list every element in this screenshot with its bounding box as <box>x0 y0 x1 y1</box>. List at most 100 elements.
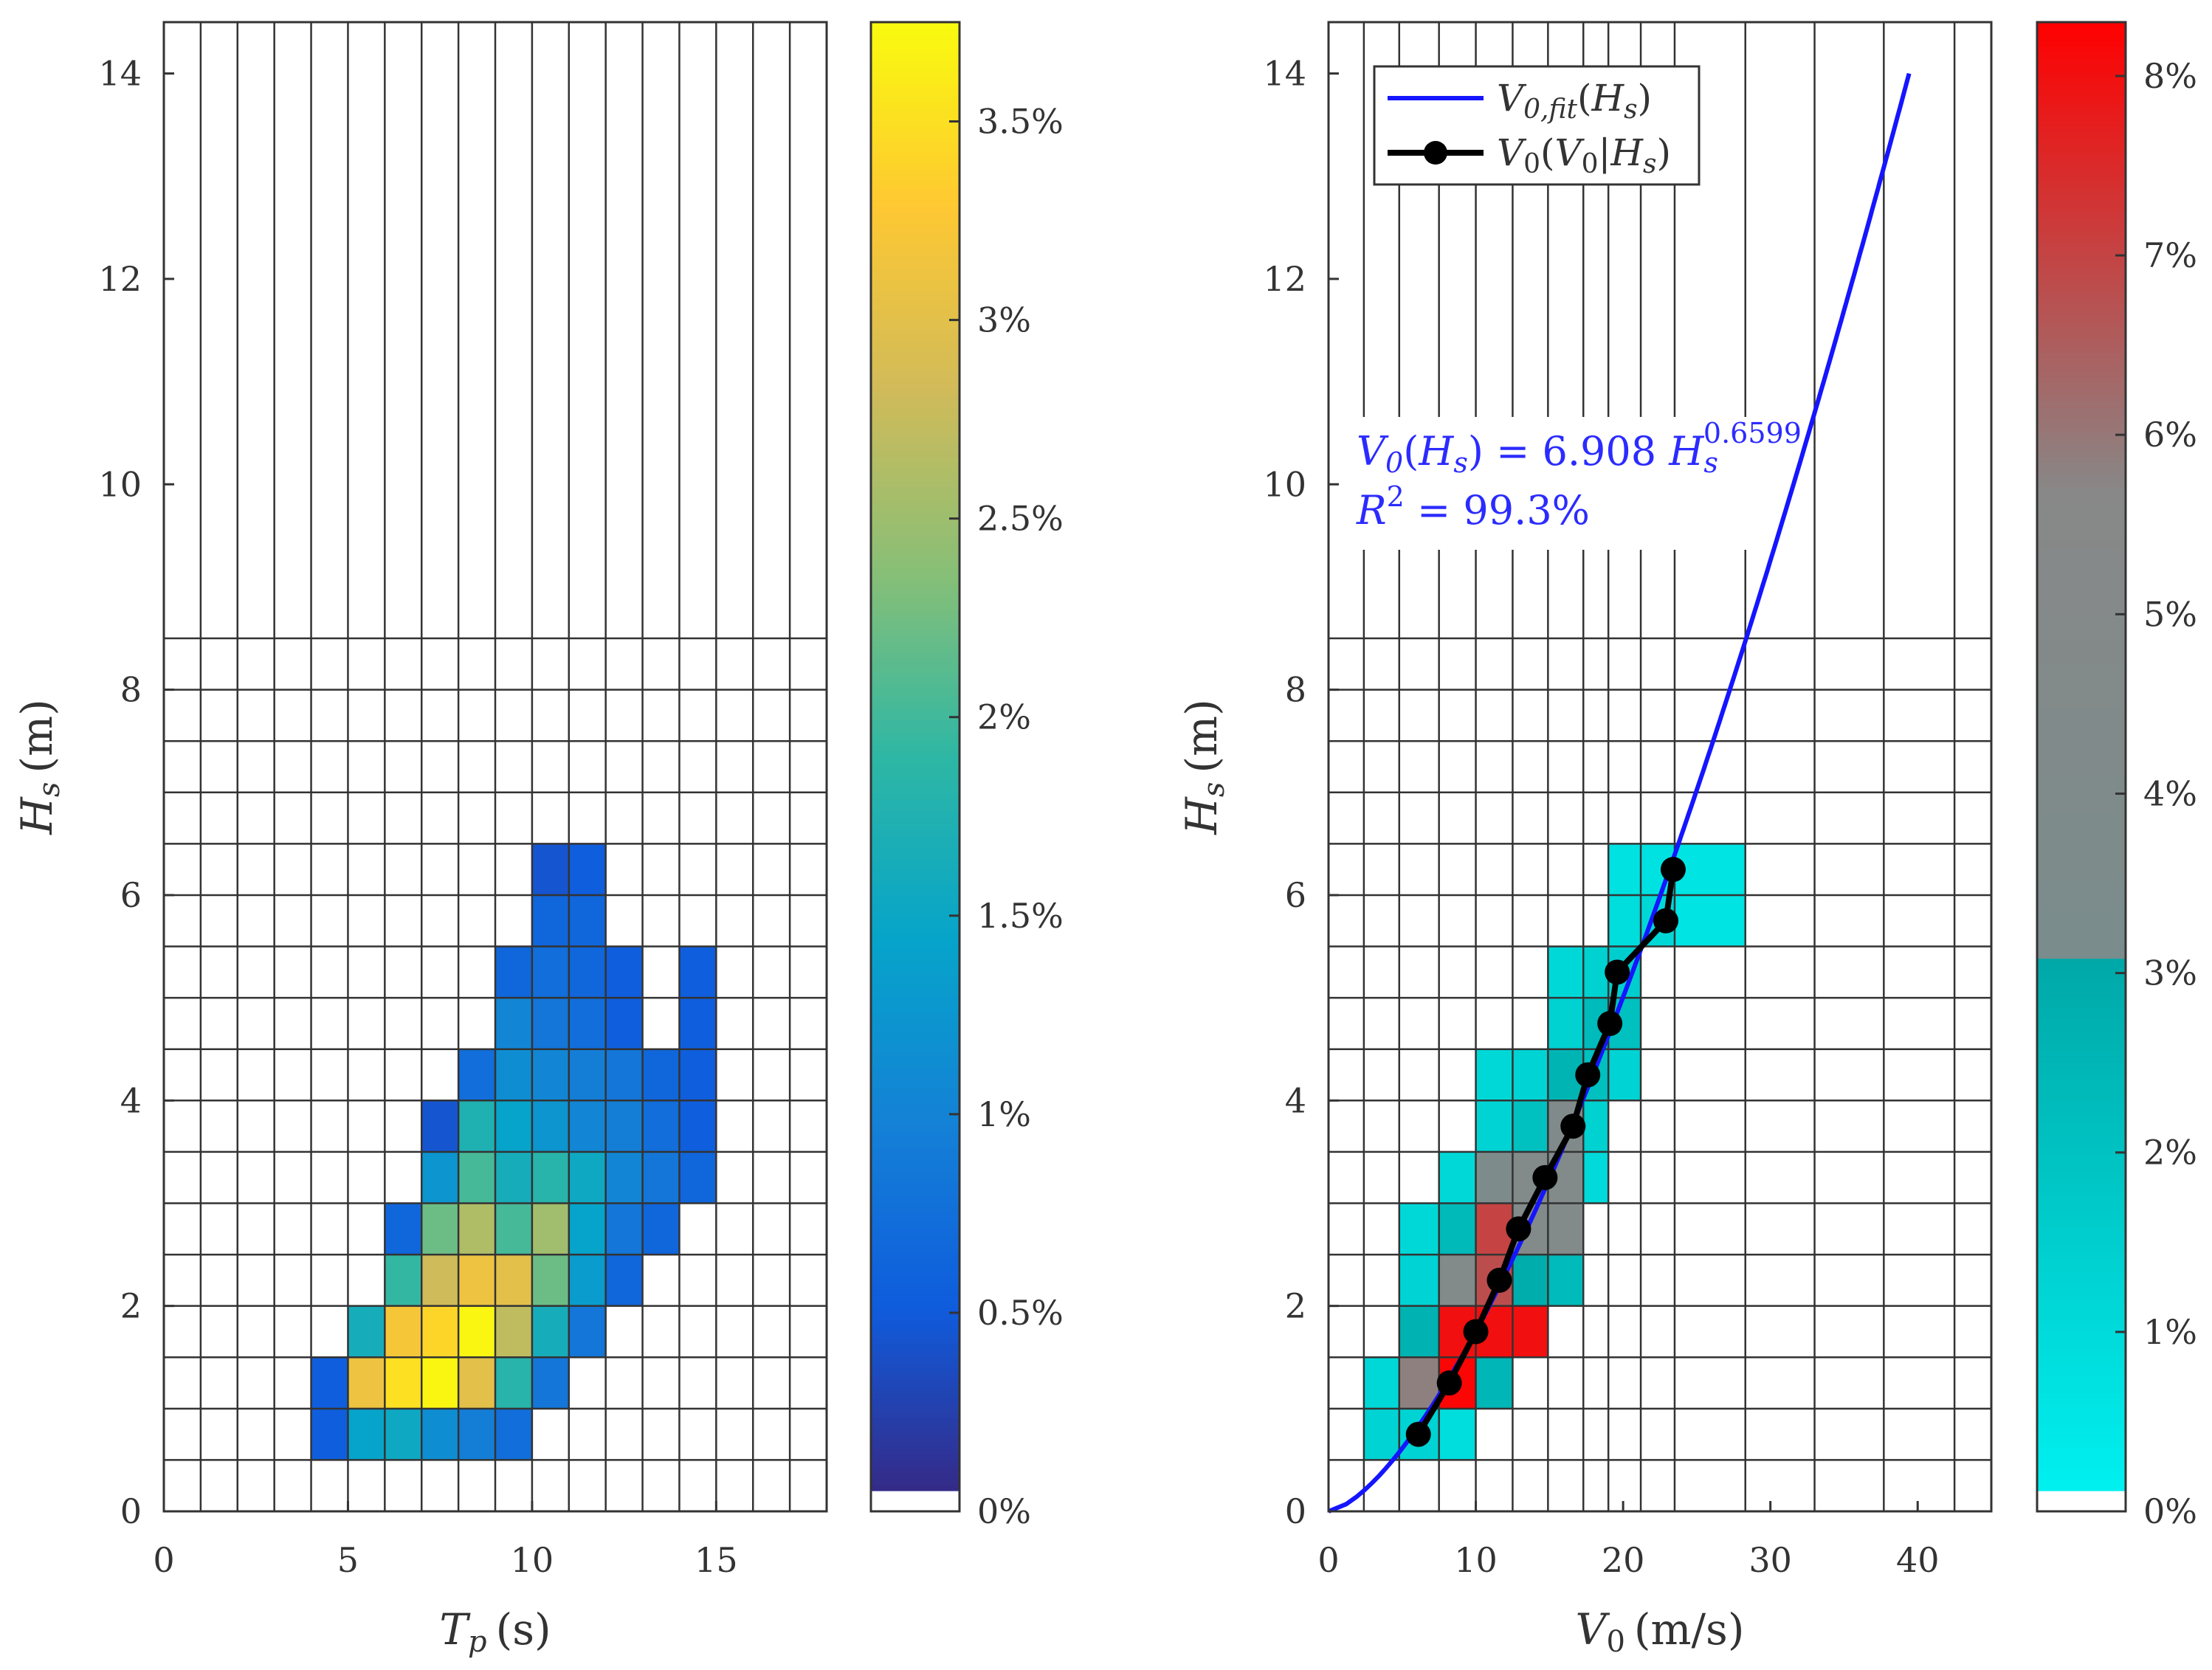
left-colorbar-band <box>871 205 959 213</box>
left-colorbar-band <box>871 970 959 978</box>
right-colorbar-band <box>2037 799 2126 806</box>
right-colorbar-band <box>2037 928 2126 935</box>
left-xlabel-var: T <box>439 1604 471 1655</box>
right-colorbar-band <box>2037 1068 2126 1075</box>
right-colorbar-band <box>2037 1099 2126 1106</box>
right-colorbar-band <box>2037 1111 2126 1118</box>
right-ytick-label: 12 <box>1263 259 1306 299</box>
left-cell <box>348 1408 385 1460</box>
left-colorbar-band <box>871 1086 959 1094</box>
right-colorbar-band <box>2037 389 2126 396</box>
right-cell <box>1475 1151 1513 1204</box>
right-colorbar-band <box>2037 762 2126 770</box>
left-cell <box>642 1203 680 1255</box>
left-cell <box>458 1305 495 1358</box>
left-colorbar-band <box>871 303 959 311</box>
right-colorbar-band <box>2037 463 2126 469</box>
right-colorbar-band <box>2037 58 2126 66</box>
right-colorbar-band <box>2037 903 2126 910</box>
right-colorbar-band <box>2037 65 2126 72</box>
right-colorbar-band <box>2037 584 2126 592</box>
right-colorbar-band <box>2037 591 2126 598</box>
right-colorbar-band <box>2037 493 2126 500</box>
right-colorbar-band <box>2037 291 2126 298</box>
left-colorbar-band <box>871 560 959 567</box>
left-colorbar-frame <box>869 21 961 1513</box>
right-ylabel-unit: (m) <box>1176 699 1227 773</box>
legend-conditional-marker-swatch <box>1424 141 1447 165</box>
right-colorbar-band <box>2037 199 2126 207</box>
eq-arg-var: H <box>1418 428 1454 475</box>
left-colorbar-band <box>871 1270 959 1277</box>
right-cell <box>1399 1255 1439 1306</box>
right-colorbar-band <box>2037 872 2126 880</box>
left-colorbar-band <box>871 480 959 488</box>
left-xtick-label: 0 <box>153 1540 174 1580</box>
left-ytick-label: 12 <box>98 259 142 299</box>
right-colorbar-band <box>2037 432 2126 439</box>
left-colorbar-band <box>871 309 959 317</box>
left-colorbar-band <box>871 138 959 145</box>
right-colorbar-band <box>2037 768 2126 776</box>
right-xlabel-sub: 0 <box>1606 1625 1624 1659</box>
left-colorbar-band <box>871 1001 959 1008</box>
left-cell <box>568 946 606 998</box>
left-colorbar-band <box>871 407 959 415</box>
left-colorbar-band <box>871 46 959 54</box>
left-colorbar-band <box>871 1472 959 1480</box>
right-colorbar-band <box>2037 958 2126 965</box>
right-cell <box>1608 1049 1641 1101</box>
right-colorbar-band <box>2037 621 2126 629</box>
left-colorbar-band <box>871 866 959 874</box>
left-cell <box>495 1408 532 1460</box>
left-colorbar-band <box>871 689 959 696</box>
conditional-mean-marker <box>1605 959 1630 985</box>
right-colorbar-band <box>2037 193 2126 201</box>
legend-cond-inner-var: V <box>1555 131 1585 174</box>
left-colorbar-band <box>871 878 959 886</box>
right-colorbar-tick-label: 2% <box>2143 1133 2197 1173</box>
right-cell <box>1439 1203 1476 1255</box>
legend-cond-bar: | <box>1599 131 1611 174</box>
left-colorbar-band <box>871 854 959 861</box>
right-colorbar-band <box>2037 328 2126 335</box>
left-colorbar-band <box>871 523 959 531</box>
left-xtick-label: 5 <box>337 1540 359 1580</box>
right-colorbar-band <box>2037 1227 2126 1235</box>
left-colorbar-band <box>871 634 959 641</box>
right-colorbar-band <box>2037 1264 2126 1272</box>
left-cell <box>421 1305 459 1358</box>
right-colorbar-band <box>2037 658 2126 666</box>
right-colorbar-band <box>2037 1356 2126 1363</box>
right-cell <box>1608 843 1641 895</box>
left-colorbar-band <box>871 811 959 818</box>
left-cell <box>495 1049 532 1101</box>
right-colorbar-band <box>2037 450 2126 458</box>
right-colorbar-band <box>2037 1043 2126 1051</box>
right-colorbar-band <box>2037 28 2126 35</box>
left-colorbar-band <box>871 860 959 867</box>
eq-lhs-sub: 0 <box>1385 446 1403 479</box>
right-colorbar-band <box>2037 640 2126 647</box>
right-colorbar-band <box>2037 885 2126 892</box>
left-colorbar-band <box>871 554 959 562</box>
left-colorbar-band <box>871 218 959 225</box>
right-cell <box>1439 1255 1476 1306</box>
left-colorbar-band <box>871 1246 959 1253</box>
left-colorbar-band <box>871 359 959 365</box>
right-ytick-label: 8 <box>1285 670 1306 710</box>
right-colorbar-band <box>2037 1215 2126 1222</box>
left-colorbar-band <box>871 989 959 996</box>
left-cell <box>495 946 532 998</box>
left-colorbar-band <box>871 1276 959 1283</box>
left-colorbar-band <box>871 1056 959 1063</box>
right-colorbar-band <box>2037 316 2126 322</box>
legend-fit-arg-sub: s <box>1624 94 1637 125</box>
left-colorbar-band <box>871 175 959 182</box>
left-cell <box>605 1203 643 1255</box>
eq-base: H <box>1668 428 1704 475</box>
right-colorbar-band <box>2037 1117 2126 1125</box>
right-colorbar-band <box>2037 340 2126 348</box>
left-colorbar-band <box>871 610 959 616</box>
